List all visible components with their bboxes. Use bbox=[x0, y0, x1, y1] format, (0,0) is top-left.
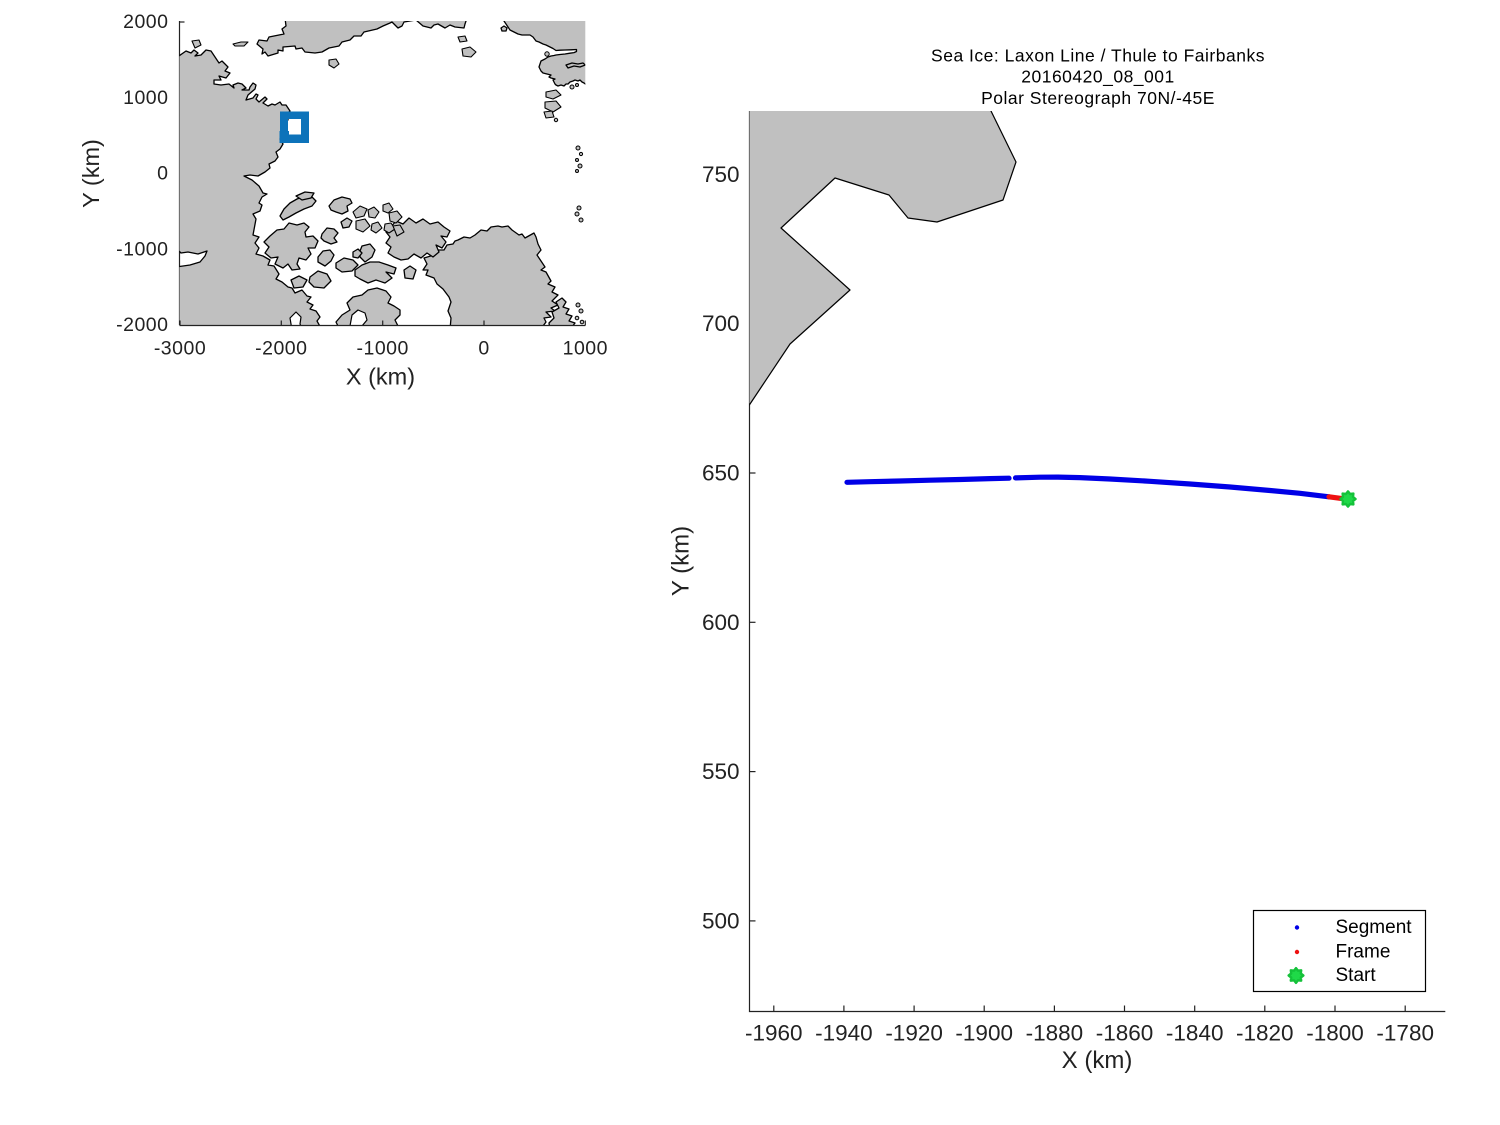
svg-text:600: 600 bbox=[702, 610, 740, 635]
svg-text:-3000: -3000 bbox=[154, 338, 206, 360]
svg-text:-1000: -1000 bbox=[116, 238, 168, 260]
svg-text:Sea Ice: Laxon Line / Thule to: Sea Ice: Laxon Line / Thule to Fairbanks bbox=[931, 46, 1265, 66]
svg-text:-1940: -1940 bbox=[815, 1020, 873, 1045]
svg-text:Y (km): Y (km) bbox=[668, 526, 695, 596]
svg-text:-1780: -1780 bbox=[1376, 1020, 1434, 1045]
svg-text:-1820: -1820 bbox=[1236, 1020, 1294, 1045]
svg-text:500: 500 bbox=[702, 908, 740, 933]
svg-text:-2000: -2000 bbox=[255, 338, 307, 360]
svg-text:-1000: -1000 bbox=[357, 338, 409, 360]
svg-text:-1920: -1920 bbox=[885, 1020, 943, 1045]
svg-text:Frame: Frame bbox=[1336, 942, 1391, 963]
svg-text:1000: 1000 bbox=[123, 87, 168, 109]
svg-text:-1800: -1800 bbox=[1306, 1020, 1364, 1045]
svg-text:-1900: -1900 bbox=[955, 1020, 1013, 1045]
svg-text:700: 700 bbox=[702, 311, 740, 336]
svg-text:-2000: -2000 bbox=[116, 314, 168, 336]
svg-text:750: 750 bbox=[702, 162, 740, 187]
svg-text:550: 550 bbox=[702, 759, 740, 784]
svg-text:1000: 1000 bbox=[563, 338, 608, 360]
svg-text:Polar Stereograph 70N/-45E: Polar Stereograph 70N/-45E bbox=[981, 88, 1215, 108]
svg-text:X (km): X (km) bbox=[1062, 1047, 1133, 1074]
svg-text:-1860: -1860 bbox=[1096, 1020, 1154, 1045]
svg-text:20160420_08_001: 20160420_08_001 bbox=[1021, 67, 1175, 88]
svg-text:0: 0 bbox=[157, 163, 168, 185]
svg-text:0: 0 bbox=[478, 338, 489, 360]
svg-text:650: 650 bbox=[702, 461, 740, 486]
svg-text:-1960: -1960 bbox=[745, 1020, 803, 1045]
svg-text:Y (km): Y (km) bbox=[78, 139, 104, 208]
svg-text:X (km): X (km) bbox=[346, 364, 415, 390]
svg-text:-1840: -1840 bbox=[1166, 1020, 1224, 1045]
svg-text:-1880: -1880 bbox=[1026, 1020, 1084, 1045]
svg-text:Start: Start bbox=[1336, 965, 1377, 986]
svg-text:Segment: Segment bbox=[1336, 917, 1413, 938]
svg-text:2000: 2000 bbox=[123, 11, 168, 33]
